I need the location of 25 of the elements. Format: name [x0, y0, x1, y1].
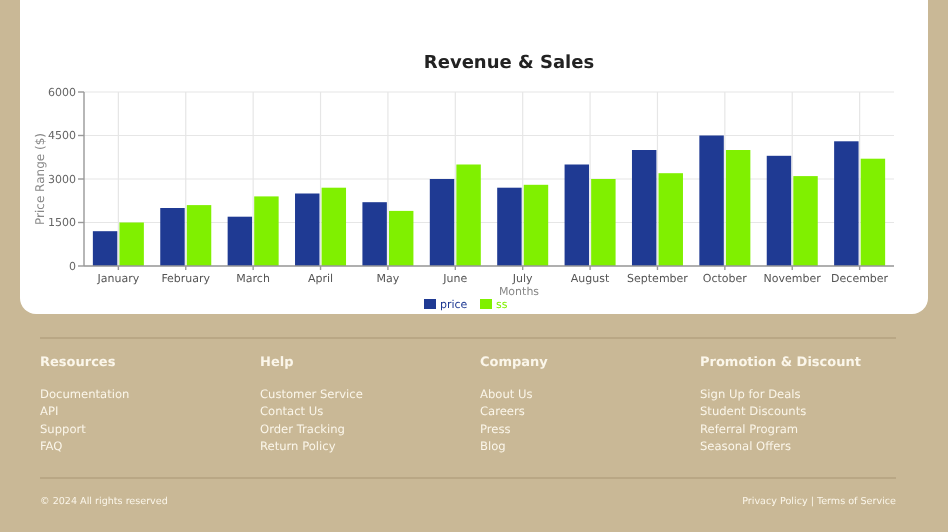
bar	[321, 187, 347, 266]
bar	[186, 205, 212, 266]
bar	[388, 210, 414, 266]
bar	[725, 150, 751, 266]
bar	[92, 231, 118, 266]
bar	[699, 135, 724, 266]
bar	[523, 184, 549, 266]
bar	[860, 158, 886, 266]
chart-title: Revenue & Sales	[423, 54, 595, 74]
bar	[119, 222, 144, 266]
bar	[160, 208, 185, 266]
bar	[564, 164, 590, 266]
bar	[429, 179, 455, 266]
bar	[254, 196, 279, 266]
bar	[295, 193, 320, 266]
bar	[658, 173, 683, 266]
bar	[834, 141, 859, 266]
bar	[227, 216, 253, 266]
bar	[591, 179, 616, 266]
bar	[497, 187, 522, 266]
bar	[766, 155, 792, 266]
bar	[631, 150, 657, 266]
bar	[362, 202, 387, 266]
bar	[793, 176, 818, 266]
bar	[456, 164, 481, 266]
